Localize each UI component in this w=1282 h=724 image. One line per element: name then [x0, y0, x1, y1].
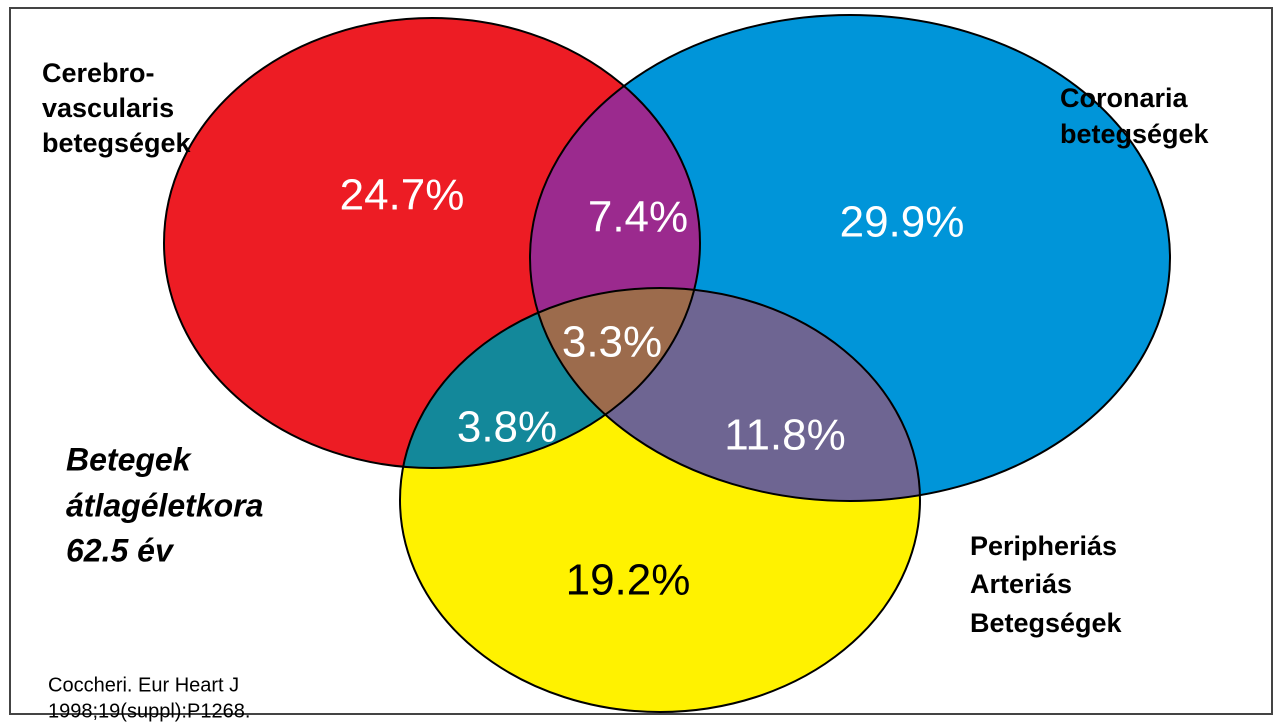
set-label: Arteriás — [970, 569, 1072, 599]
set-label: Cerebro- — [42, 58, 155, 88]
set-label: Betegségek — [970, 608, 1123, 638]
region-value: 3.8% — [457, 403, 557, 452]
region-value: 29.9% — [840, 198, 965, 247]
citation: Coccheri. Eur Heart J — [48, 674, 239, 696]
outline-peripheral — [399, 287, 921, 713]
note: Betegek — [66, 441, 193, 477]
set-label: vascularis — [42, 93, 174, 123]
outline-coronaria — [529, 14, 1171, 502]
region-value: 19.2% — [566, 556, 691, 605]
note: 62.5 év — [66, 532, 175, 568]
region-value: 24.7% — [340, 171, 465, 220]
overlap-cerebro-peripheral — [400, 288, 700, 468]
set-label: Coronaria — [1060, 83, 1189, 113]
region-value: 3.3% — [562, 318, 662, 367]
region-value: 11.8% — [724, 411, 846, 460]
outline-cerebro — [163, 17, 701, 469]
set-label: betegségek — [1060, 119, 1210, 149]
citation: 1998;19(suppl):P1268. — [48, 700, 250, 722]
note: átlagéletkora — [66, 487, 263, 523]
set-label: Peripheriás — [970, 531, 1117, 561]
region-value: 7.4% — [588, 193, 688, 242]
set-label: betegségek — [42, 128, 192, 158]
